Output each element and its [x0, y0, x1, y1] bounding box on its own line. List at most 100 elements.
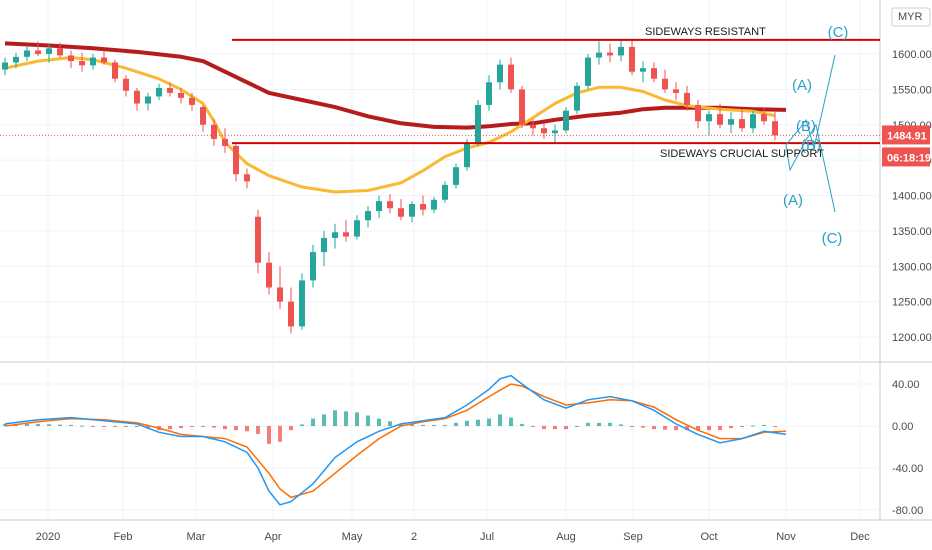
candle-body: [90, 57, 96, 66]
price-tick-label: 1250.00: [892, 297, 932, 309]
candle-body: [79, 61, 85, 66]
macd-histogram-bar: [421, 424, 425, 426]
macd-histogram-bar: [333, 410, 337, 426]
macd-histogram-bar: [25, 423, 29, 426]
candle-body: [321, 237, 327, 253]
time-tick-label: Jul: [480, 531, 494, 543]
currency-label: MYR: [898, 11, 923, 23]
macd-histogram-bar: [190, 426, 194, 428]
grid-layer: [0, 0, 932, 521]
macd-histogram-bar: [762, 424, 766, 426]
macd-histogram-bar: [80, 425, 84, 427]
wave-label: (C): [828, 24, 849, 41]
time-tick-label: Mar: [187, 531, 206, 543]
candle-body: [222, 138, 228, 146]
macd-histogram-bar: [597, 422, 601, 426]
macd-histogram-bar: [102, 426, 106, 428]
candle-body: [442, 184, 448, 200]
candle-body: [354, 220, 360, 237]
macd-histogram-bar: [586, 422, 590, 426]
last-price-tag: [882, 125, 930, 145]
candle-body: [464, 142, 470, 168]
candle-body: [365, 211, 371, 221]
candle-body: [541, 128, 547, 134]
price-tick-label: 1600.00: [892, 49, 932, 61]
macd-histogram-bar: [223, 426, 227, 430]
candle-body: [35, 50, 41, 54]
candle-body: [68, 55, 74, 62]
candle-body: [288, 301, 294, 327]
countdown-tag: [882, 147, 930, 167]
time-tick-label: 2: [411, 531, 417, 543]
macd-histogram-bar: [685, 426, 689, 431]
candle-body: [662, 78, 668, 90]
candle-body: [607, 52, 613, 56]
candle-body: [508, 64, 514, 90]
candle-body: [596, 52, 602, 58]
candle-body: [717, 114, 723, 125]
candle-body: [695, 104, 701, 122]
macd-histogram-bar: [443, 424, 447, 426]
macd-histogram-bar: [531, 426, 535, 427]
wave-label: (B): [796, 118, 816, 135]
candle-body: [453, 167, 459, 185]
macd-histogram-bar: [619, 424, 623, 426]
macd-tick-label: -40.00: [892, 463, 923, 475]
moving-averages: [4, 41, 787, 194]
candle-body: [134, 90, 140, 104]
price-tags: 1484.91 06:18:19: [882, 7, 931, 167]
candle-body: [728, 119, 734, 125]
macd-histogram-bar: [69, 424, 73, 426]
long-moving-average: [4, 41, 787, 130]
candle-body: [233, 145, 239, 175]
candle-body: [640, 68, 646, 72]
macd-axis: 40.00 0.00 -40.00 -80.00: [892, 379, 923, 517]
candle-body: [178, 92, 184, 98]
macd-histogram-bar: [564, 426, 568, 430]
price-tick-label: 1200.00: [892, 332, 932, 344]
macd-histogram-bar: [696, 426, 700, 431]
macd-histogram-bar: [135, 426, 139, 428]
candle-body: [431, 199, 437, 210]
macd-histogram-bar: [47, 424, 51, 426]
macd-histogram-bar: [377, 418, 381, 426]
candle-body: [629, 46, 635, 72]
macd-histogram-bar: [652, 426, 656, 430]
short-moving-average: [4, 56, 776, 194]
candle-body: [167, 87, 173, 93]
candles: [2, 39, 778, 334]
macd-histogram-bar: [124, 426, 128, 428]
macd-histogram-bar: [267, 426, 271, 444]
candle-body: [266, 262, 272, 288]
macd-histogram-bar: [509, 417, 513, 426]
macd-histogram-bar: [278, 426, 282, 442]
macd-histogram-bar: [3, 423, 7, 426]
price-tick-label: 1400.00: [892, 191, 932, 203]
macd-histogram-bar: [58, 424, 62, 426]
candle-body: [530, 124, 536, 129]
trend-lines: [0, 38, 880, 145]
price-tick-label: 1550.00: [892, 84, 932, 96]
candle-body: [497, 64, 503, 83]
candle-body: [519, 89, 525, 125]
wave-down-projection: [785, 123, 836, 213]
candle-body: [387, 201, 393, 209]
candle-body: [409, 203, 415, 217]
time-tick-label: Aug: [556, 531, 576, 543]
macd-histogram-bar: [366, 415, 370, 426]
candle-body: [618, 46, 624, 56]
candle-body: [750, 114, 756, 129]
candle-body: [332, 232, 338, 238]
macd-histogram-bar: [388, 421, 392, 426]
candle-body: [310, 252, 316, 281]
time-tick-label: Sep: [623, 531, 643, 543]
candle-body: [552, 130, 558, 134]
macd-histogram-bar: [740, 426, 744, 427]
candle-body: [398, 208, 404, 217]
macd-histogram-bar: [201, 426, 205, 427]
candle-body: [277, 287, 283, 302]
candle-body: [585, 57, 591, 86]
macd-histogram-bar: [113, 426, 117, 428]
time-tick-label: Nov: [776, 531, 796, 543]
